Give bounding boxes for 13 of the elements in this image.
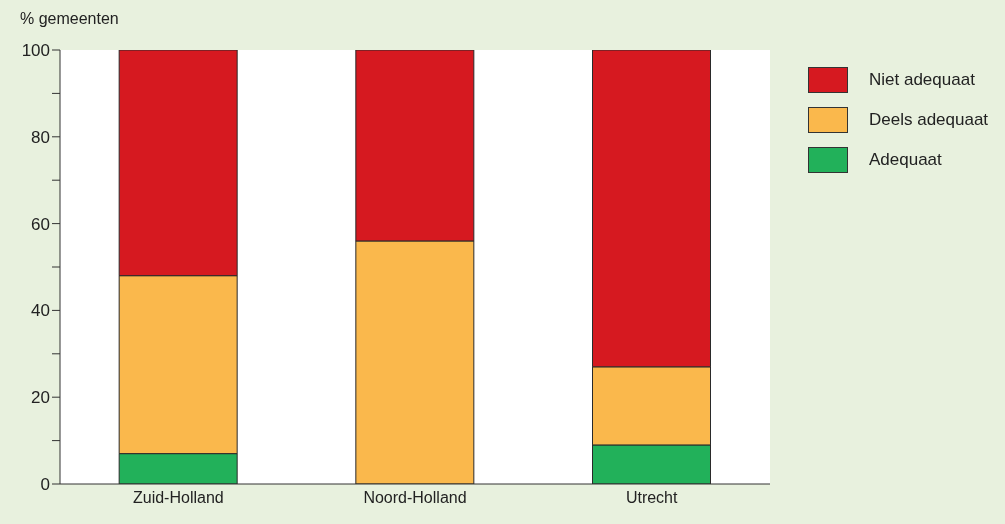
y-tick-label: 20: [31, 388, 50, 408]
x-tick-label: Zuid-Holland: [132, 489, 224, 507]
y-tick-label: 40: [31, 301, 50, 321]
y-axis-title: % gemeenten: [20, 10, 119, 28]
y-tick-label: 0: [40, 475, 50, 495]
x-tick-label: Noord-Holland: [363, 489, 467, 507]
legend-label: Adequaat: [869, 150, 942, 170]
y-tick-label: 100: [21, 41, 50, 61]
x-tick-label: Utrecht: [625, 489, 678, 507]
y-tick-label: 80: [31, 127, 50, 147]
legend-label: Niet adequaat: [869, 70, 975, 90]
legend-label: Deels adequaat: [869, 110, 989, 130]
y-tick-label: 60: [31, 214, 50, 234]
